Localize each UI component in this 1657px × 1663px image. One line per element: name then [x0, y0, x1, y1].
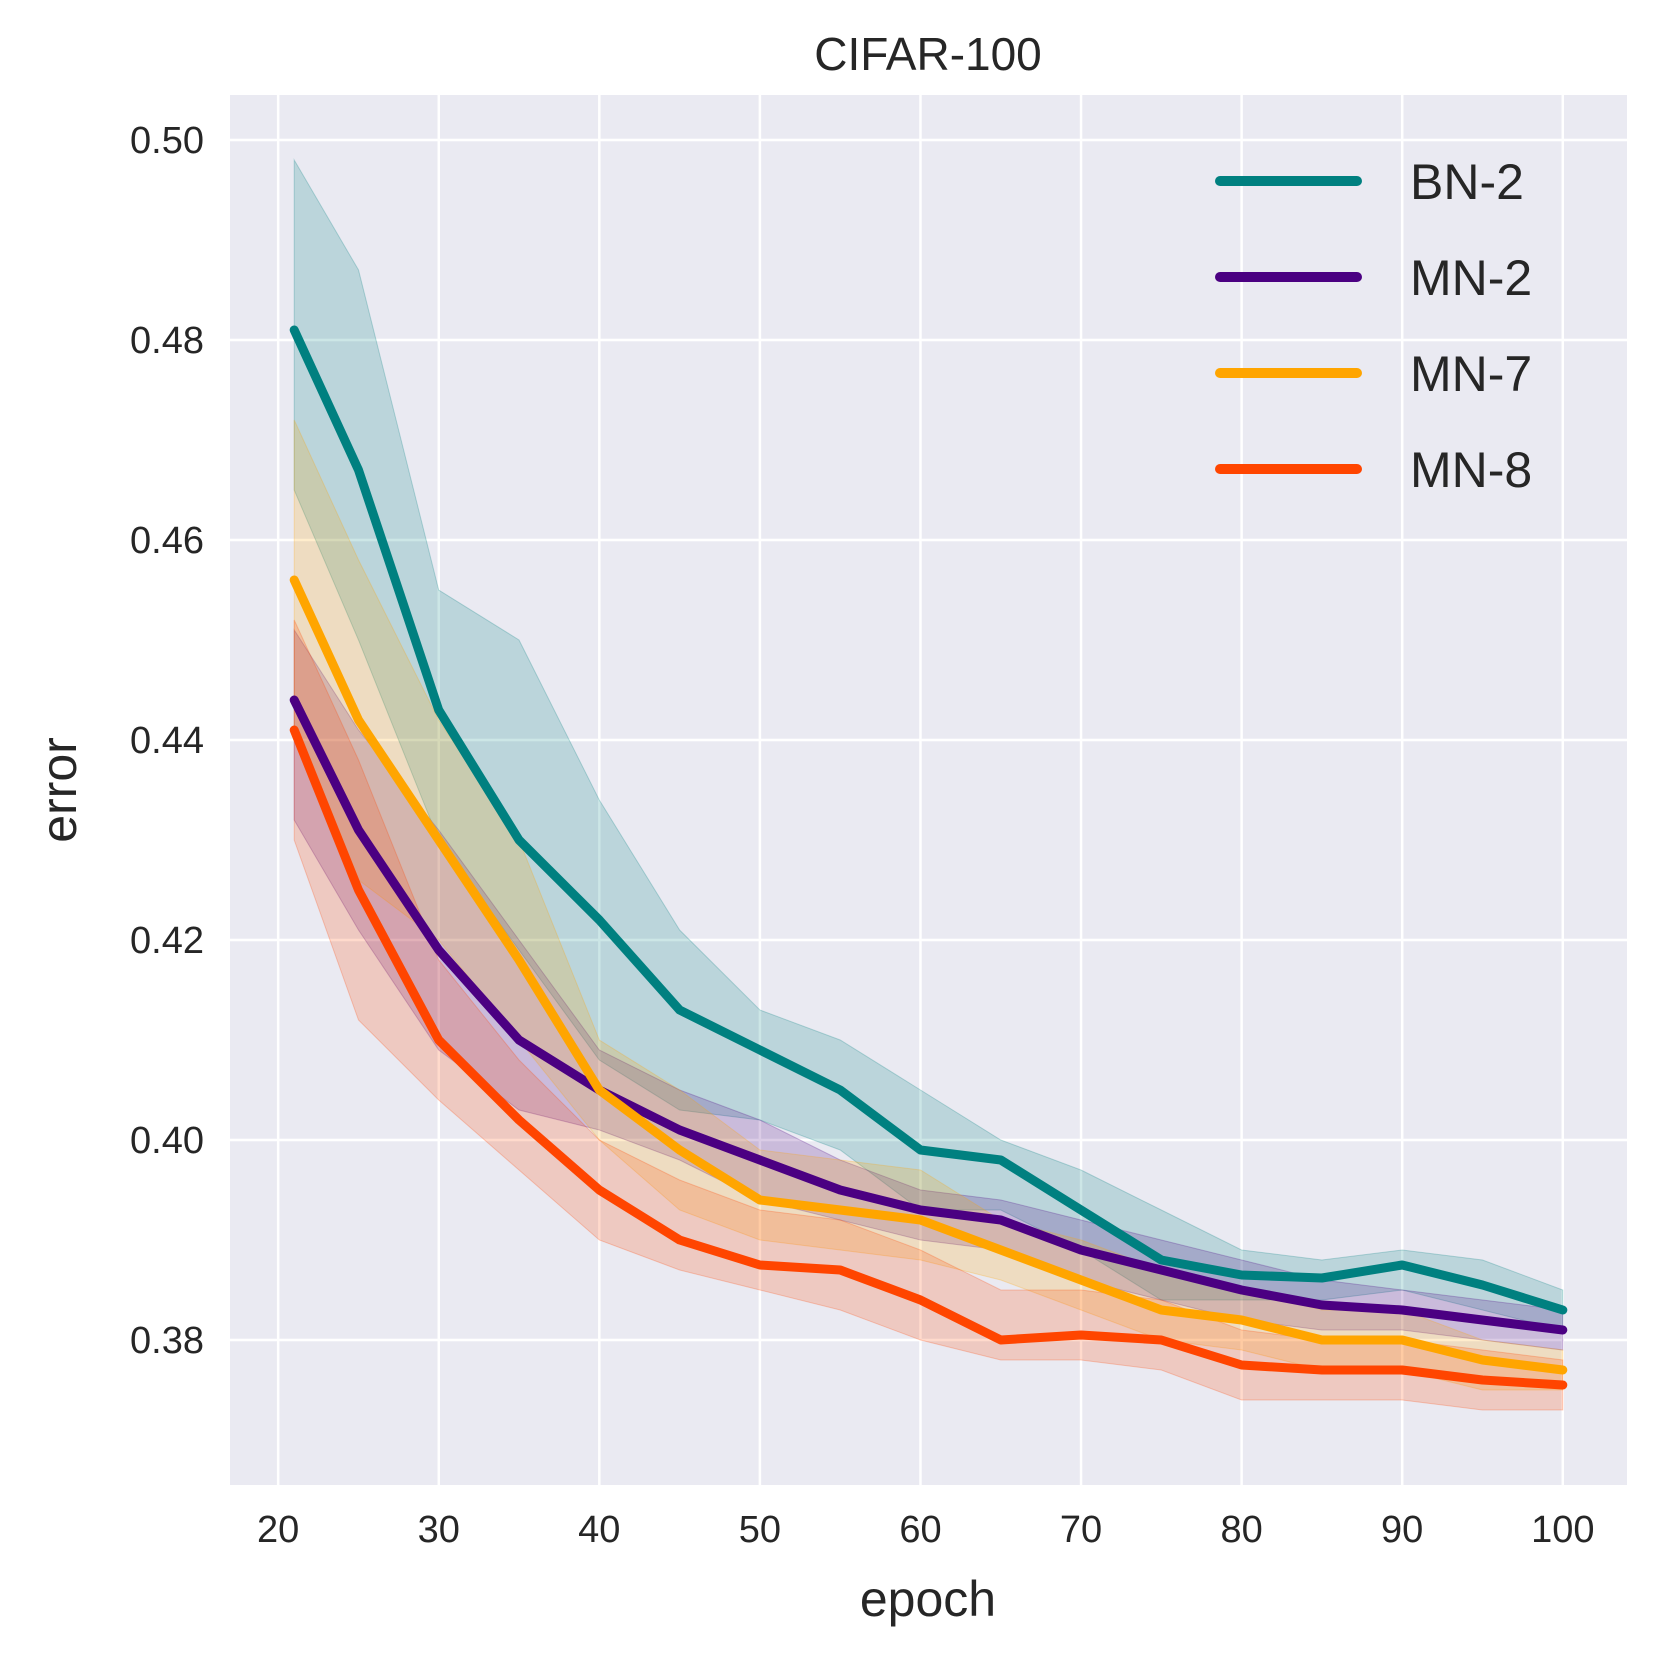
legend-label-mn-8: MN-8	[1410, 442, 1532, 498]
chart-title: CIFAR-100	[814, 28, 1042, 80]
x-tick-label-60: 60	[899, 1509, 941, 1551]
series-lines	[289, 325, 1568, 1390]
x-tick-label-70: 70	[1060, 1509, 1102, 1551]
x-axis-label: epoch	[860, 1571, 996, 1627]
y-tick-label-0.44: 0.44	[130, 720, 204, 762]
band-mn-7	[293, 419, 1564, 1391]
x-tick-label-80: 80	[1220, 1509, 1262, 1551]
x-tick-label-20: 20	[257, 1509, 299, 1551]
band-mn-8	[293, 619, 1564, 1411]
confidence-bands	[293, 158, 1564, 1411]
x-tick-label-100: 100	[1531, 1509, 1594, 1551]
legend-label-bn-2: BN-2	[1410, 154, 1524, 210]
x-tick-label-90: 90	[1381, 1509, 1423, 1551]
legend-label-mn-2: MN-2	[1410, 250, 1532, 306]
y-tick-label-0.40: 0.40	[130, 1120, 204, 1162]
y-tick-label-0.48: 0.48	[130, 320, 204, 362]
line-mn-2	[289, 695, 1568, 1335]
x-tick-label-50: 50	[739, 1509, 781, 1551]
x-tick-label-40: 40	[578, 1509, 620, 1551]
y-axis-label: error	[31, 737, 87, 843]
x-tick-label-30: 30	[418, 1509, 460, 1551]
band-mn-2	[293, 628, 1564, 1351]
y-tick-label-0.38: 0.38	[130, 1320, 204, 1362]
legend-label-mn-7: MN-7	[1410, 346, 1532, 402]
plot-background	[230, 95, 1627, 1485]
x-axis-ticks: 20 30 40 50 60 70 80 90 100	[257, 1509, 1594, 1551]
line-bn-2	[289, 325, 1568, 1315]
legend: BN-2 MN-2 MN-7 MN-8	[1215, 154, 1532, 498]
y-axis-ticks: 0.38 0.40 0.42 0.44 0.46 0.48 0.50	[130, 120, 204, 1362]
line-mn-8	[289, 725, 1568, 1390]
y-tick-label-0.50: 0.50	[130, 120, 204, 162]
y-tick-label-0.42: 0.42	[130, 920, 204, 962]
y-tick-label-0.46: 0.46	[130, 520, 204, 562]
line-mn-7	[289, 575, 1568, 1375]
